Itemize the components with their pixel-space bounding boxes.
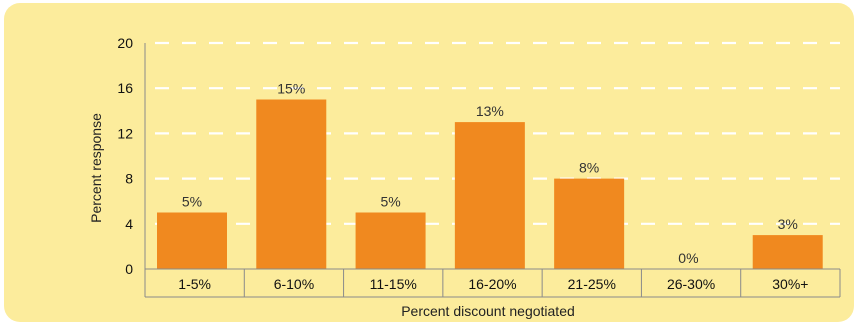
bar <box>157 212 227 269</box>
x-category-label: 1-5% <box>178 276 211 292</box>
x-category-label: 11-15% <box>370 276 417 292</box>
data-label: 15% <box>277 81 305 97</box>
y-tick-label: 16 <box>117 80 133 96</box>
data-label: 8% <box>579 160 599 176</box>
x-category-label: 16-20% <box>468 276 516 292</box>
x-category-label: 6-10% <box>274 276 314 292</box>
x-category-label: 30%+ <box>772 276 808 292</box>
data-label: 0% <box>678 250 698 266</box>
y-tick-label: 0 <box>125 261 133 277</box>
x-category-label: 21-25% <box>568 276 616 292</box>
y-tick-label: 4 <box>125 216 133 232</box>
data-label: 13% <box>476 103 504 119</box>
y-axis-title: Percent response <box>88 113 104 223</box>
data-labels: 5% 15% 5% 13% 8% 0% 3% <box>182 81 798 267</box>
x-category-label: 26-30% <box>667 276 715 292</box>
bar <box>454 122 525 269</box>
bar <box>256 99 327 269</box>
y-axis-ticks: 0 4 8 12 16 20 <box>117 35 133 277</box>
data-label: 5% <box>380 194 400 210</box>
y-tick-label: 20 <box>117 35 133 51</box>
axes <box>144 43 841 298</box>
data-label: 5% <box>182 194 202 210</box>
bar <box>554 178 625 269</box>
x-axis-categories: 1-5% 6-10% 11-15% 16-20% 21-25% 26-30% 30%+ <box>178 276 808 292</box>
y-tick-label: 8 <box>125 171 133 187</box>
bar <box>752 235 823 269</box>
x-axis-title: Percent discount negotiated <box>401 303 575 319</box>
bar <box>355 212 426 269</box>
y-tick-label: 12 <box>117 125 133 141</box>
data-label: 3% <box>778 216 798 232</box>
bars <box>157 99 823 269</box>
